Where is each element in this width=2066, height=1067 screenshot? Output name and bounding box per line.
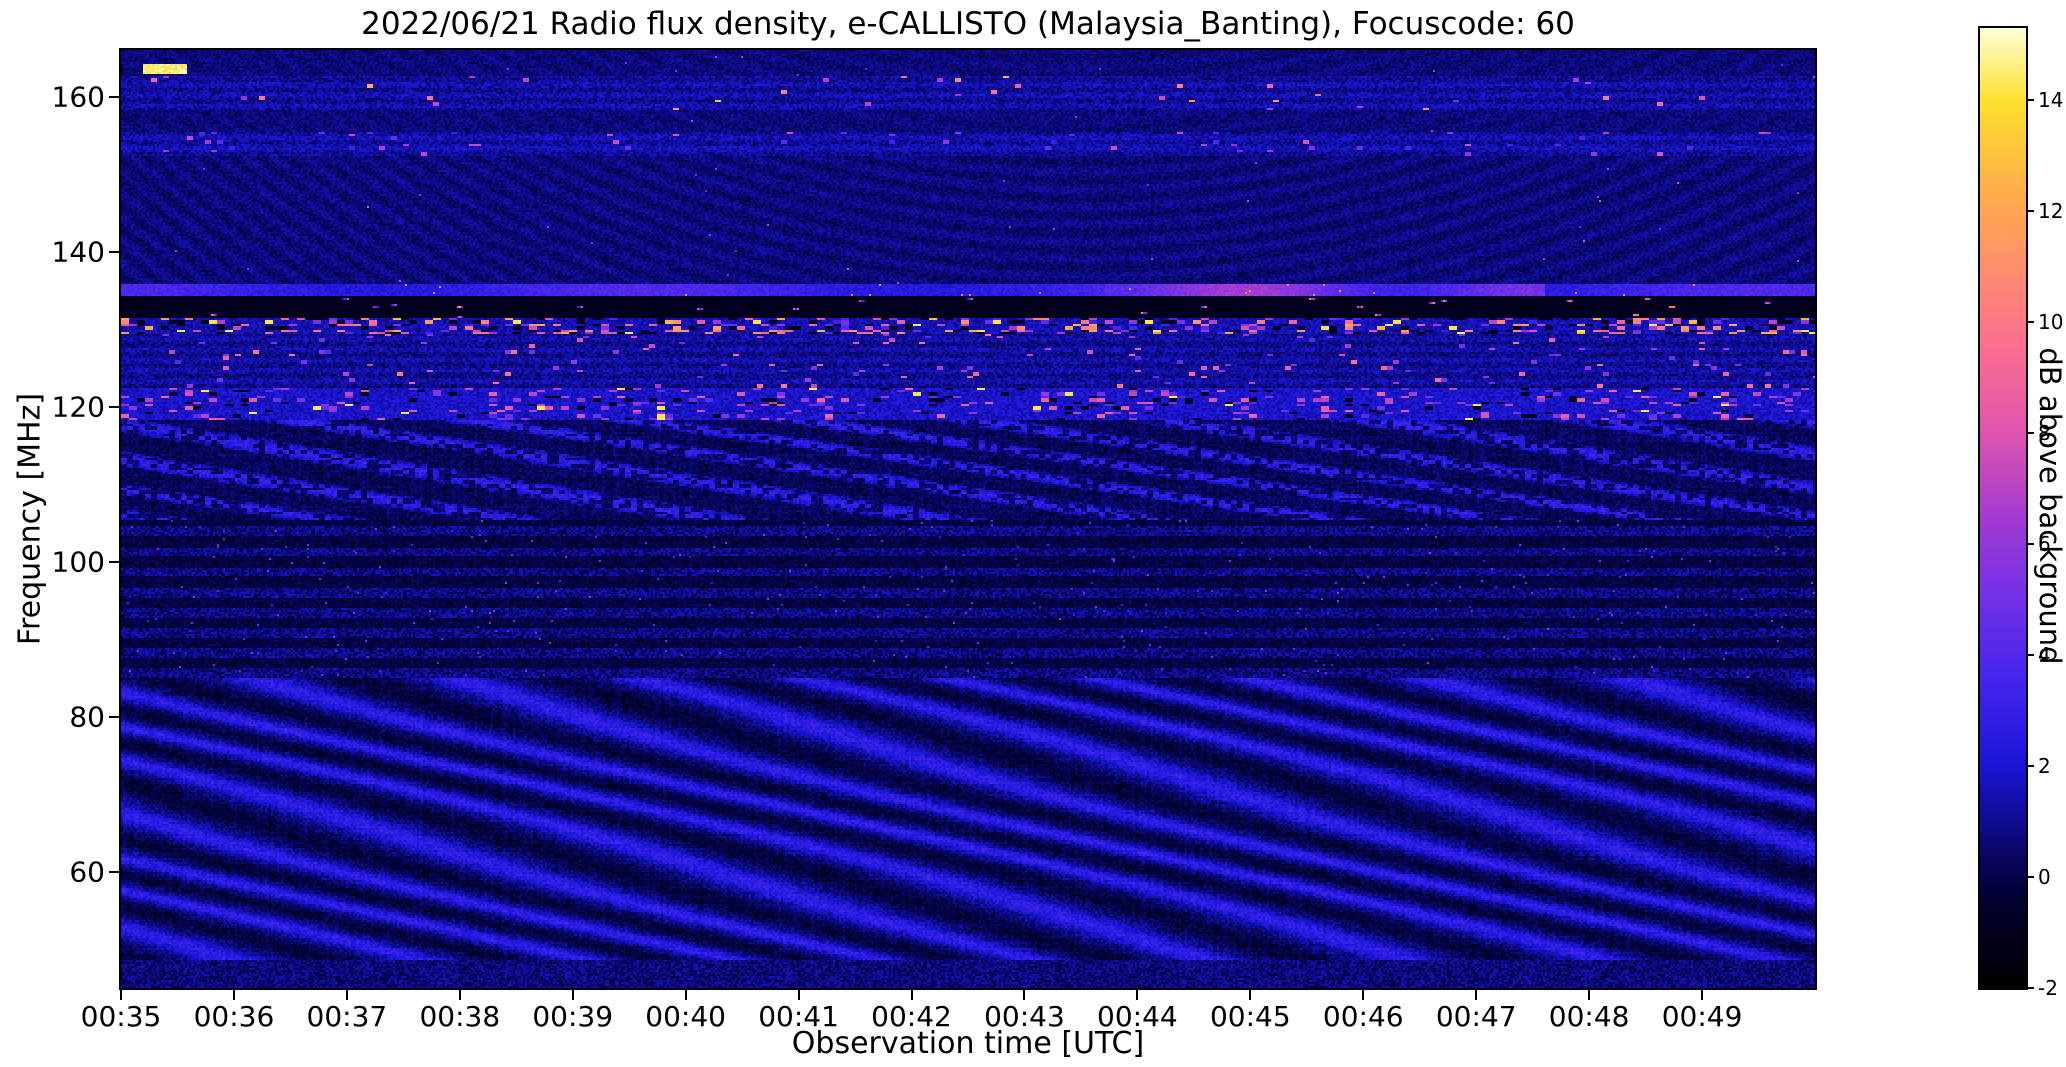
x-tick-mark (1588, 990, 1591, 1000)
x-tick-mark (910, 990, 913, 1000)
x-axis-label: Observation time [UTC] (791, 1026, 1145, 1061)
x-tick-mark (1023, 990, 1026, 1000)
colorbar-tick-mark (2026, 654, 2034, 657)
y-axis-label: Frequency [MHz] (12, 392, 48, 646)
x-tick-label: 00:46 (1322, 1000, 1404, 1033)
y-tick-mark (109, 715, 119, 718)
x-tick-mark (1475, 990, 1478, 1000)
colorbar-tick-mark (2026, 210, 2034, 213)
x-tick-label: 00:42 (871, 1000, 952, 1033)
x-tick-label: 00:37 (306, 1000, 388, 1033)
y-tick-label: 160 (51, 80, 105, 113)
x-tick-mark (571, 990, 574, 1000)
y-tick-label: 60 (69, 855, 105, 889)
colorbar-canvas (1980, 28, 2026, 988)
colorbar-tick-mark (2026, 987, 2034, 989)
x-tick-mark (120, 990, 122, 1000)
x-tick-label: 00:43 (984, 1000, 1065, 1033)
x-tick-label: 00:48 (1548, 1000, 1630, 1033)
spectrogram-canvas (121, 50, 1815, 988)
x-tick-label: 00:35 (80, 1000, 162, 1033)
x-tick-mark (797, 990, 800, 1000)
y-tick-mark (109, 95, 119, 98)
colorbar-tick-mark (2026, 321, 2034, 324)
colorbar-label: dB above background (2033, 347, 2066, 665)
x-tick-mark (1249, 990, 1252, 1000)
x-tick-mark (345, 990, 348, 1000)
x-tick-mark (232, 990, 235, 1000)
x-tick-label: 00:44 (1097, 1000, 1178, 1033)
colorbar-tick-label: -2 (2038, 976, 2058, 1000)
x-tick-label: 00:38 (419, 1000, 501, 1033)
y-tick-mark (109, 870, 119, 873)
y-tick-mark (109, 250, 119, 253)
x-tick-label: 00:47 (1435, 1000, 1517, 1033)
x-tick-label: 00:45 (1209, 1000, 1291, 1033)
x-tick-label: 00:39 (532, 1000, 614, 1033)
y-tick-mark (109, 405, 119, 408)
y-tick-label: 100 (51, 545, 105, 579)
y-tick-label: 80 (69, 700, 105, 734)
x-tick-mark (1701, 990, 1704, 1000)
y-tick-label: 120 (51, 390, 105, 424)
colorbar-tick-label: 0 (2038, 865, 2051, 890)
x-tick-mark (1362, 990, 1365, 1000)
colorbar-tick-mark (2026, 543, 2034, 546)
x-tick-label: 00:49 (1661, 1000, 1743, 1033)
x-tick-label: 00:40 (645, 1000, 727, 1033)
y-tick-mark (109, 560, 119, 563)
x-tick-mark (1136, 990, 1139, 1000)
colorbar-tick-label: 2 (2038, 754, 2051, 779)
colorbar-tick-mark (2026, 876, 2034, 879)
chart-title: 2022/06/21 Radio flux density, e-CALLIST… (361, 6, 1575, 42)
colorbar-tick-mark (2026, 99, 2034, 102)
colorbar-tick-label: 10 (2038, 310, 2064, 335)
colorbar-tick-label: 14 (2038, 88, 2064, 113)
x-tick-label: 00:36 (193, 1000, 275, 1033)
colorbar-tick-label: 12 (2038, 199, 2064, 224)
colorbar-tick-label: 6 (2038, 532, 2051, 557)
x-tick-mark (684, 990, 687, 1000)
colorbar-tick-label: 8 (2038, 421, 2051, 446)
plot-area (119, 48, 1817, 990)
x-tick-label: 00:41 (758, 1000, 839, 1033)
colorbar-tick-mark (2026, 432, 2034, 435)
x-tick-mark (458, 990, 461, 1000)
colorbar-tick-mark (2026, 765, 2034, 768)
colorbar (1978, 26, 2028, 990)
y-tick-label: 140 (51, 235, 105, 269)
colorbar-tick-label: 4 (2038, 643, 2051, 668)
